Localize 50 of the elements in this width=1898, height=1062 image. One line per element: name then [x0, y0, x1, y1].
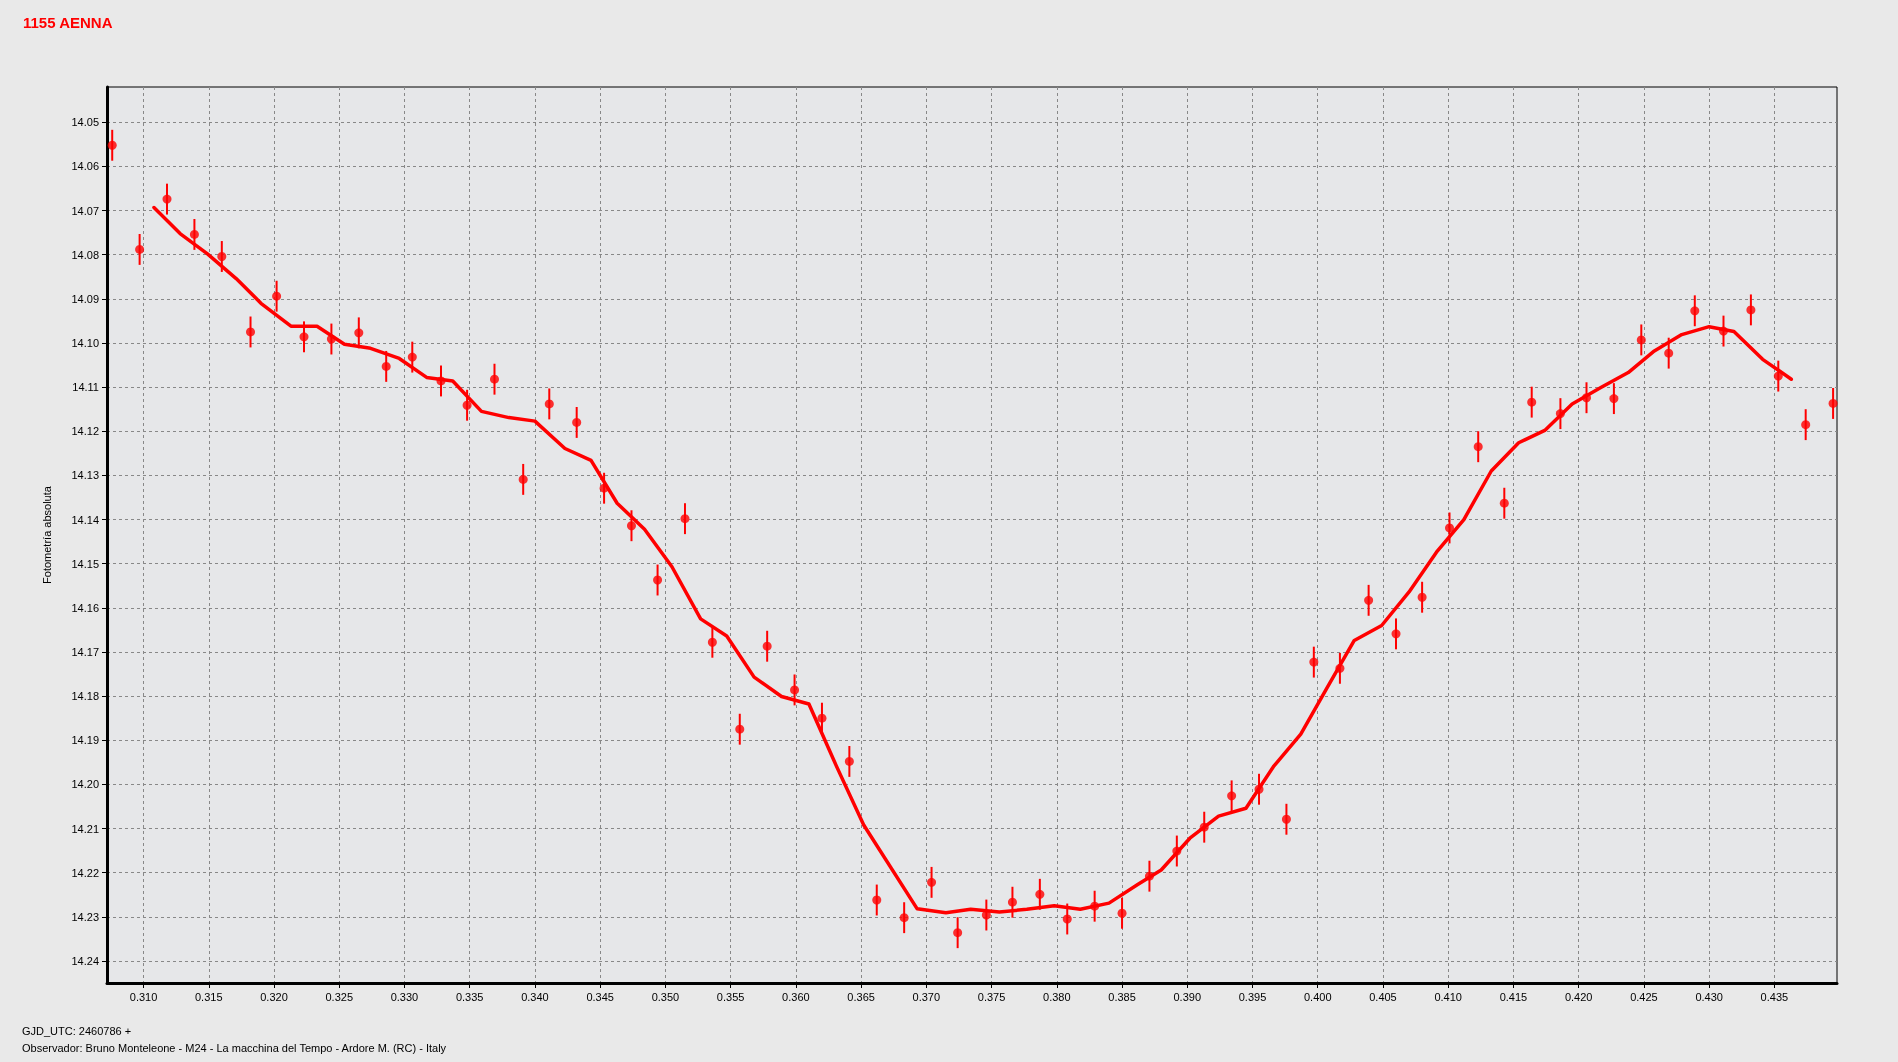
x-tick-label: 0.425 — [1630, 990, 1658, 1003]
x-tick-label: 0.320 — [260, 990, 288, 1003]
x-tick-label: 0.390 — [1173, 990, 1202, 1003]
y-tick-label: 14.13 — [71, 469, 99, 482]
y-tick-label: 14.11 — [72, 381, 99, 394]
y-tick-label: 14.16 — [71, 601, 99, 614]
x-tick-label: 0.375 — [977, 990, 1006, 1003]
y-tick-label: 14.21 — [71, 822, 99, 835]
x-tick-label: 0.400 — [1303, 990, 1332, 1003]
y-tick-label: 14.07 — [71, 204, 99, 217]
x-tick-label: 0.330 — [390, 990, 419, 1003]
x-tick-label: 0.360 — [782, 990, 810, 1003]
x-tick-label: 0.370 — [912, 990, 941, 1003]
x-tick-label: 0.395 — [1238, 990, 1267, 1003]
x-tick-label: 0.350 — [651, 990, 680, 1003]
y-tick-label: 14.24 — [71, 954, 99, 967]
y-tick-label: 14.10 — [71, 337, 99, 349]
x-tick-label: 0.365 — [847, 990, 875, 1003]
x-tick-label: 0.335 — [455, 990, 484, 1003]
y-tick-label: 14.09 — [71, 292, 99, 305]
x-tick-label: 0.325 — [325, 990, 353, 1003]
x-tick-label: 0.415 — [1499, 990, 1528, 1003]
x-tick-label: 0.410 — [1434, 990, 1462, 1003]
x-tick-label: 0.405 — [1369, 990, 1397, 1003]
y-tick-label: 14.23 — [71, 910, 99, 923]
x-tick-label: 0.430 — [1695, 990, 1723, 1003]
x-tick-label: 0.420 — [1564, 990, 1593, 1003]
x-tick-label: 0.315 — [195, 990, 223, 1003]
y-tick-label: 14.15 — [71, 557, 99, 570]
text: GJD_UTC: 2460786 + — [22, 1024, 132, 1037]
y-tick-label: 14.06 — [71, 160, 99, 173]
x-tick-label: 0.380 — [1043, 990, 1071, 1003]
chart-title: 1155 AENNA — [23, 14, 113, 31]
x-tick-label: 0.310 — [129, 990, 158, 1003]
x-tick-label: 0.385 — [1108, 990, 1136, 1003]
y-tick-label: 14.19 — [71, 734, 99, 747]
y-tick-label: 14.20 — [71, 778, 99, 791]
x-tick-label: 0.345 — [586, 990, 614, 1003]
y-tick-label: 14.12 — [71, 425, 99, 438]
y-tick-label: 14.22 — [71, 866, 99, 879]
x-tick-label: 0.355 — [716, 990, 745, 1003]
x-tick-label: 0.340 — [521, 990, 549, 1003]
x-tick-label: 0.435 — [1760, 990, 1789, 1003]
y-tick-label: 14.18 — [71, 690, 99, 703]
y-tick-label: 14.14 — [71, 513, 99, 526]
y-axis-title: Fotometría absoluta — [40, 485, 53, 584]
y-tick-label: 14.05 — [71, 116, 99, 129]
y-tick-label: 14.08 — [71, 248, 99, 261]
text: Observador: Bruno Monteleone - M24 - La macchina del Tempo - Ardore M. (RC) - Italy — [22, 1041, 447, 1054]
y-tick-label: 14.17 — [71, 645, 99, 658]
